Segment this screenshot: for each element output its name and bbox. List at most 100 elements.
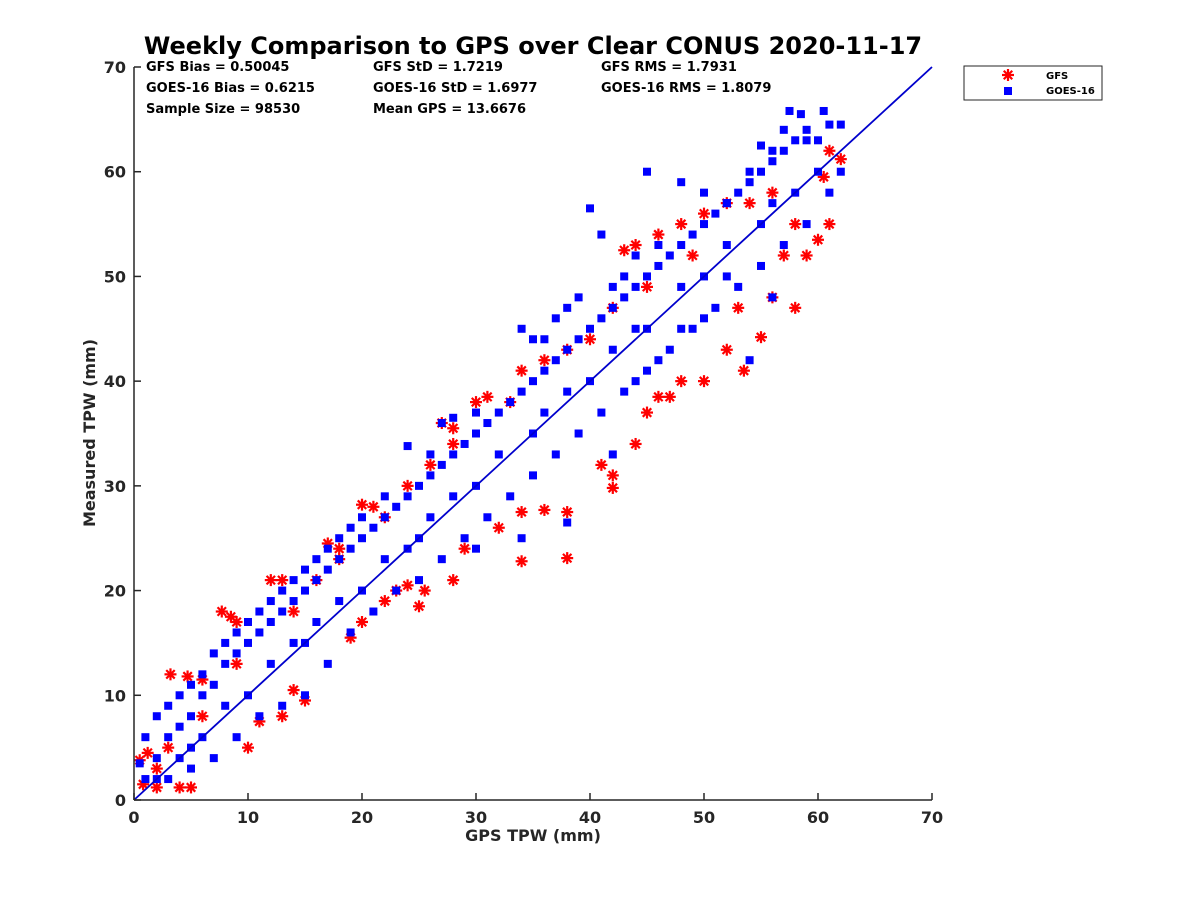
goes16-point (209, 649, 218, 658)
goes16-point (164, 775, 173, 784)
goes16-point (301, 586, 309, 595)
gfs-point (737, 364, 750, 377)
goes16-point (301, 565, 309, 574)
goes16-point (677, 282, 686, 291)
goes16-point (665, 345, 674, 354)
goes16-point (141, 733, 150, 742)
gfs-point (276, 710, 289, 723)
goes16-point (278, 586, 287, 595)
goes16-point (278, 701, 287, 710)
goes16-point (346, 544, 355, 553)
gfs-point (538, 503, 551, 516)
goes16-point (301, 691, 309, 700)
gfs-point (150, 781, 163, 794)
goes16-point (688, 324, 697, 333)
legend: GFS GOES-16 (963, 65, 1103, 101)
gfs-point (606, 469, 619, 482)
gfs-point (766, 186, 779, 199)
goes16-point (426, 471, 435, 480)
goes16-point (586, 204, 594, 213)
stat-text: GOES-16 RMS = 1.8079 (601, 81, 771, 96)
goes16-point (483, 419, 492, 428)
points-layer (133, 106, 847, 794)
goes16-point (700, 188, 708, 197)
gfs-point (367, 500, 380, 513)
goes16-point (563, 518, 572, 527)
gfs-point (287, 605, 300, 618)
stats-panel: GFS Bias = 0.50045 GFS StD = 1.7219 GFS RM… (146, 60, 771, 117)
gfs-point (777, 249, 790, 262)
gfs-point (515, 555, 528, 568)
goes16-point (323, 565, 332, 574)
y-tick-label: 40 (104, 372, 126, 391)
gfs-point (492, 521, 505, 534)
goes16-point (796, 110, 805, 119)
gfs-point (162, 741, 175, 754)
goes16-point (722, 241, 731, 250)
gfs-point (641, 406, 653, 419)
legend-box (963, 65, 1103, 101)
goes16-point (608, 345, 617, 354)
goes16-point (785, 106, 794, 115)
goes16-point (608, 303, 617, 312)
goes16-point (187, 764, 195, 773)
goes16-point (209, 680, 218, 689)
gfs-point (629, 239, 642, 252)
gfs-point (424, 458, 437, 471)
goes16-point (335, 534, 344, 543)
y-axis-label: Measured TPW (mm) (80, 339, 99, 527)
goes16-point (745, 356, 754, 365)
gfs-point (141, 746, 154, 759)
y-tick-label: 10 (104, 686, 126, 705)
gfs-point (663, 390, 676, 403)
goes16-point (551, 314, 560, 323)
gfs-point (401, 579, 414, 592)
goes16-point (677, 178, 686, 187)
goes16-point (346, 628, 355, 637)
x-tick-label: 50 (693, 808, 715, 827)
gfs-point (418, 584, 431, 597)
goes16-point (266, 659, 275, 668)
y-tick-label: 70 (104, 58, 126, 77)
goes16-point (141, 775, 150, 784)
goes16-point (506, 398, 515, 407)
gfs-point (264, 574, 277, 587)
gfs-point (458, 542, 471, 555)
goes16-point (506, 492, 515, 501)
goes16-point (415, 481, 423, 490)
gfs-point (652, 390, 665, 403)
gfs-point (173, 781, 186, 794)
goes16-point (255, 712, 264, 721)
goes16-point (289, 576, 298, 585)
goes16-point (244, 617, 252, 626)
goes16-point (757, 261, 765, 270)
goes16-point (494, 450, 503, 459)
goes16-point (768, 146, 777, 155)
gfs-point (515, 506, 528, 519)
goes16-point (460, 534, 469, 543)
gfs-point (561, 506, 574, 519)
goes16-point (700, 314, 708, 323)
goes16-point (722, 272, 731, 281)
goes16-point (643, 272, 651, 281)
gfs-point (652, 228, 665, 241)
goes16-point (529, 471, 537, 480)
goes16-point (819, 106, 828, 115)
goes16-point (278, 607, 287, 616)
goes16-point (437, 419, 446, 428)
gfs-point (789, 301, 802, 314)
goes16-point (574, 335, 583, 344)
goes16-point (563, 345, 572, 354)
x-tick-label: 20 (351, 808, 373, 827)
goes16-point (437, 460, 446, 469)
goes16-point (620, 272, 629, 281)
gfs-point (287, 684, 300, 697)
goes16-point (597, 230, 606, 239)
gfs-point (755, 331, 767, 344)
goes16-point (358, 513, 366, 522)
goes16-point (517, 387, 526, 396)
chart-title: Weekly Comparison to GPS over Clear CONU… (144, 32, 922, 60)
goes16-point (768, 199, 777, 208)
gfs-point (447, 574, 460, 587)
